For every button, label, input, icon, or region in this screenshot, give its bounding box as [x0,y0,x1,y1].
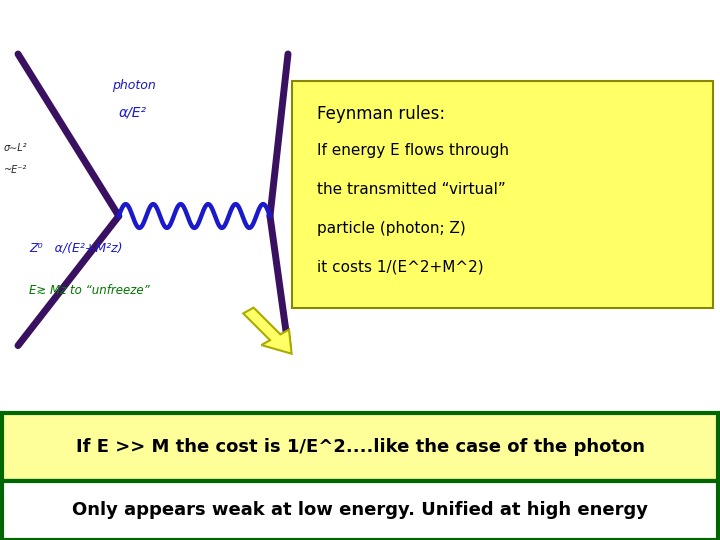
FancyBboxPatch shape [292,81,713,308]
Text: If energy E flows through: If energy E flows through [317,143,509,158]
Text: E≳ Mz to “unfreeze”: E≳ Mz to “unfreeze” [29,284,150,298]
Text: particle (photon; Z): particle (photon; Z) [317,221,466,236]
Text: it costs 1/(E^2+M^2): it costs 1/(E^2+M^2) [317,260,483,275]
FancyBboxPatch shape [2,481,718,540]
Text: Z⁰   α/(E²+M²z): Z⁰ α/(E²+M²z) [29,241,122,254]
FancyBboxPatch shape [2,413,718,481]
Text: Only appears weak at low energy. Unified at high energy: Only appears weak at low energy. Unified… [72,501,648,519]
Text: Feynman rules:: Feynman rules: [317,105,445,123]
Text: α/E²: α/E² [119,105,147,119]
Text: photon: photon [112,79,156,92]
Polygon shape [243,308,292,354]
Text: σ∼L²: σ∼L² [4,143,27,153]
Text: the transmitted “virtual”: the transmitted “virtual” [317,182,505,197]
Text: ~E⁻²: ~E⁻² [4,165,27,175]
Text: If E >> M the cost is 1/E^2....like the case of the photon: If E >> M the cost is 1/E^2....like the … [76,438,644,456]
